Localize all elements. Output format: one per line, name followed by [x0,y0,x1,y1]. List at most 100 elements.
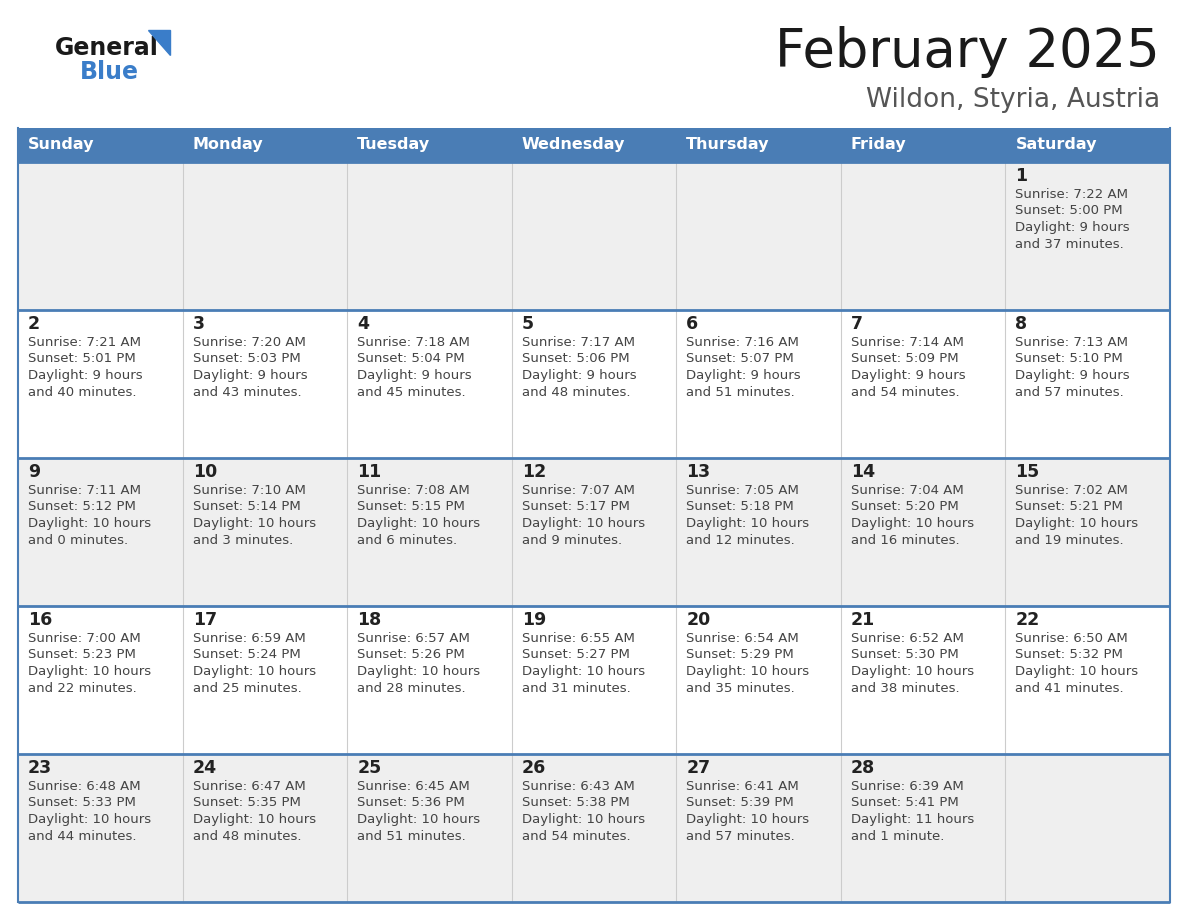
Text: 14: 14 [851,463,876,481]
Text: 6: 6 [687,315,699,333]
Text: and 25 minutes.: and 25 minutes. [192,682,302,696]
Text: Sunset: 5:09 PM: Sunset: 5:09 PM [851,353,959,365]
Text: Sunrise: 6:59 AM: Sunrise: 6:59 AM [192,632,305,644]
Text: Sunset: 5:00 PM: Sunset: 5:00 PM [1016,205,1123,218]
Text: 21: 21 [851,611,876,629]
Text: 8: 8 [1016,315,1028,333]
Text: and 37 minutes.: and 37 minutes. [1016,239,1124,252]
Text: Daylight: 9 hours: Daylight: 9 hours [1016,370,1130,383]
Text: Daylight: 10 hours: Daylight: 10 hours [522,813,645,826]
Text: 11: 11 [358,463,381,481]
Text: Tuesday: Tuesday [358,138,430,152]
Text: Daylight: 10 hours: Daylight: 10 hours [192,813,316,826]
Text: Sunrise: 7:16 AM: Sunrise: 7:16 AM [687,335,800,349]
Text: Daylight: 10 hours: Daylight: 10 hours [522,518,645,531]
Text: 5: 5 [522,315,533,333]
Text: Sunrise: 6:47 AM: Sunrise: 6:47 AM [192,779,305,792]
Text: Sunrise: 6:41 AM: Sunrise: 6:41 AM [687,779,800,792]
Text: General: General [55,36,159,60]
Text: Thursday: Thursday [687,138,770,152]
Text: 1: 1 [1016,167,1028,185]
Text: and 48 minutes.: and 48 minutes. [522,386,630,399]
Text: Sunset: 5:23 PM: Sunset: 5:23 PM [29,648,135,662]
Text: 13: 13 [687,463,710,481]
Text: Sunset: 5:38 PM: Sunset: 5:38 PM [522,797,630,810]
Text: Saturday: Saturday [1016,138,1097,152]
Text: Sunset: 5:15 PM: Sunset: 5:15 PM [358,500,465,513]
Text: and 19 minutes.: and 19 minutes. [1016,534,1124,547]
Text: Sunrise: 6:43 AM: Sunrise: 6:43 AM [522,779,634,792]
Text: Sunrise: 7:08 AM: Sunrise: 7:08 AM [358,484,470,497]
Text: Friday: Friday [851,138,906,152]
Text: Sunrise: 7:14 AM: Sunrise: 7:14 AM [851,335,963,349]
Text: and 51 minutes.: and 51 minutes. [358,831,466,844]
Text: Daylight: 9 hours: Daylight: 9 hours [687,370,801,383]
Text: Sunrise: 6:48 AM: Sunrise: 6:48 AM [29,779,140,792]
Text: 28: 28 [851,759,876,777]
Text: Sunset: 5:14 PM: Sunset: 5:14 PM [192,500,301,513]
Text: Daylight: 9 hours: Daylight: 9 hours [192,370,308,383]
Text: and 41 minutes.: and 41 minutes. [1016,682,1124,696]
Text: 10: 10 [192,463,217,481]
Bar [18,128,1170,162]
Text: Sunset: 5:33 PM: Sunset: 5:33 PM [29,797,135,810]
Text: 25: 25 [358,759,381,777]
Text: and 6 minutes.: and 6 minutes. [358,534,457,547]
Text: 15: 15 [1016,463,1040,481]
Text: Sunset: 5:01 PM: Sunset: 5:01 PM [29,353,135,365]
Text: Sunrise: 7:02 AM: Sunrise: 7:02 AM [1016,484,1129,497]
Text: Sunrise: 7:11 AM: Sunrise: 7:11 AM [29,484,141,497]
Text: Sunrise: 7:21 AM: Sunrise: 7:21 AM [29,335,141,349]
Text: and 12 minutes.: and 12 minutes. [687,534,795,547]
Text: Sunrise: 7:00 AM: Sunrise: 7:00 AM [29,632,140,644]
Text: Sunset: 5:35 PM: Sunset: 5:35 PM [192,797,301,810]
Text: Wednesday: Wednesday [522,138,625,152]
Text: and 16 minutes.: and 16 minutes. [851,534,960,547]
Text: 18: 18 [358,611,381,629]
Text: Sunrise: 7:05 AM: Sunrise: 7:05 AM [687,484,800,497]
Text: and 9 minutes.: and 9 minutes. [522,534,621,547]
Text: and 1 minute.: and 1 minute. [851,831,944,844]
Text: Sunset: 5:24 PM: Sunset: 5:24 PM [192,648,301,662]
Text: Sunset: 5:41 PM: Sunset: 5:41 PM [851,797,959,810]
Bar [18,754,1170,902]
Text: Daylight: 9 hours: Daylight: 9 hours [358,370,472,383]
Text: and 0 minutes.: and 0 minutes. [29,534,128,547]
Text: Blue: Blue [80,60,139,84]
Text: Sunrise: 7:20 AM: Sunrise: 7:20 AM [192,335,305,349]
Text: Sunset: 5:30 PM: Sunset: 5:30 PM [851,648,959,662]
Text: Daylight: 10 hours: Daylight: 10 hours [192,666,316,678]
Text: 24: 24 [192,759,216,777]
Text: Daylight: 10 hours: Daylight: 10 hours [687,666,809,678]
Text: Sunset: 5:18 PM: Sunset: 5:18 PM [687,500,794,513]
Text: and 45 minutes.: and 45 minutes. [358,386,466,399]
Text: Sunset: 5:04 PM: Sunset: 5:04 PM [358,353,465,365]
Text: Sunset: 5:29 PM: Sunset: 5:29 PM [687,648,794,662]
Text: and 57 minutes.: and 57 minutes. [1016,386,1124,399]
Text: and 51 minutes.: and 51 minutes. [687,386,795,399]
Text: 23: 23 [29,759,52,777]
Text: and 57 minutes.: and 57 minutes. [687,831,795,844]
Text: Wildon, Styria, Austria: Wildon, Styria, Austria [866,87,1159,113]
Text: Sunset: 5:27 PM: Sunset: 5:27 PM [522,648,630,662]
Text: Sunset: 5:06 PM: Sunset: 5:06 PM [522,353,630,365]
Text: and 54 minutes.: and 54 minutes. [522,831,631,844]
Text: Sunrise: 6:39 AM: Sunrise: 6:39 AM [851,779,963,792]
Text: Sunrise: 6:57 AM: Sunrise: 6:57 AM [358,632,470,644]
Text: and 43 minutes.: and 43 minutes. [192,386,302,399]
Text: Daylight: 10 hours: Daylight: 10 hours [29,666,151,678]
Bar [18,458,1170,606]
Bar [18,606,1170,754]
Text: Daylight: 10 hours: Daylight: 10 hours [29,813,151,826]
Text: Sunrise: 6:54 AM: Sunrise: 6:54 AM [687,632,800,644]
Text: and 3 minutes.: and 3 minutes. [192,534,292,547]
Text: and 54 minutes.: and 54 minutes. [851,386,960,399]
Text: Daylight: 9 hours: Daylight: 9 hours [522,370,637,383]
Text: Sunrise: 6:55 AM: Sunrise: 6:55 AM [522,632,634,644]
Text: Sunrise: 7:22 AM: Sunrise: 7:22 AM [1016,187,1129,200]
Text: 16: 16 [29,611,52,629]
Text: Sunrise: 7:04 AM: Sunrise: 7:04 AM [851,484,963,497]
Text: Sunday: Sunday [29,138,95,152]
Text: Sunset: 5:12 PM: Sunset: 5:12 PM [29,500,135,513]
Text: February 2025: February 2025 [776,26,1159,78]
